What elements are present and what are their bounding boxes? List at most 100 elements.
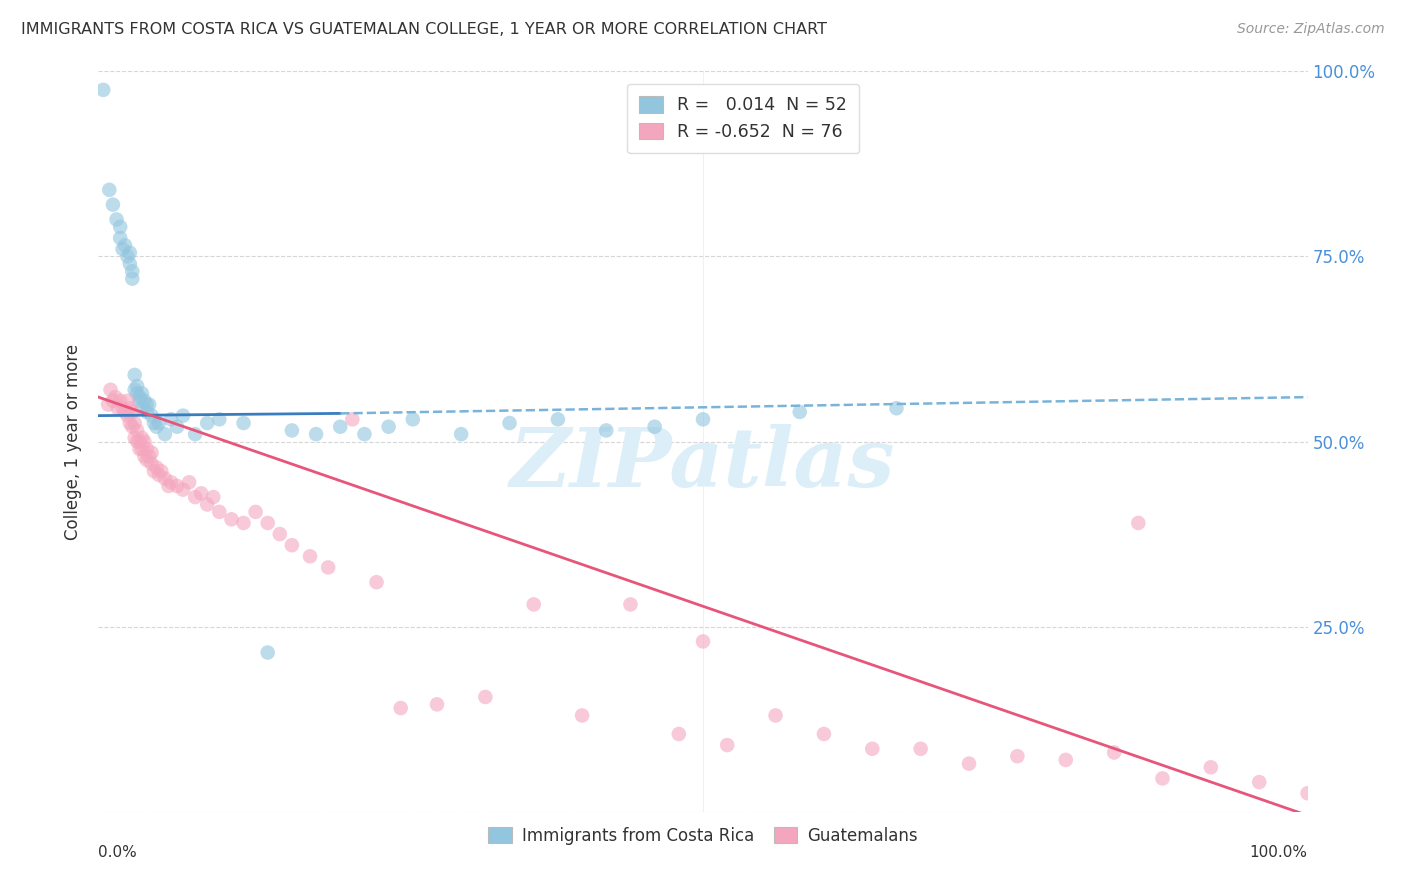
Point bbox=[172, 483, 194, 497]
Point bbox=[141, 445, 163, 459]
Point bbox=[498, 416, 520, 430]
Point bbox=[138, 450, 160, 464]
Point bbox=[148, 467, 170, 482]
Point bbox=[121, 405, 143, 419]
Point bbox=[232, 416, 254, 430]
Point bbox=[1102, 746, 1125, 760]
Point bbox=[127, 386, 149, 401]
Point bbox=[135, 405, 157, 419]
Point bbox=[141, 457, 163, 471]
Point bbox=[131, 401, 153, 416]
Point bbox=[547, 412, 569, 426]
Point bbox=[1152, 772, 1174, 786]
Text: 100.0%: 100.0% bbox=[1250, 845, 1308, 860]
Point bbox=[105, 212, 128, 227]
Text: 0.0%: 0.0% bbox=[98, 845, 138, 860]
Point bbox=[184, 427, 207, 442]
Point bbox=[101, 197, 124, 211]
Point bbox=[104, 390, 127, 404]
Point bbox=[121, 271, 143, 285]
Point bbox=[221, 512, 243, 526]
Point bbox=[316, 560, 339, 574]
Point bbox=[172, 409, 194, 423]
Point bbox=[111, 242, 134, 256]
Point bbox=[100, 383, 122, 397]
Point bbox=[256, 646, 278, 660]
Point bbox=[208, 412, 231, 426]
Text: Source: ZipAtlas.com: Source: ZipAtlas.com bbox=[1237, 22, 1385, 37]
Point bbox=[366, 575, 388, 590]
Point bbox=[886, 401, 908, 416]
Point bbox=[118, 257, 141, 271]
Point bbox=[281, 424, 304, 438]
Point bbox=[128, 390, 150, 404]
Point bbox=[107, 401, 129, 416]
Point bbox=[121, 419, 143, 434]
Point bbox=[202, 490, 225, 504]
Point bbox=[190, 486, 212, 500]
Point bbox=[160, 475, 183, 490]
Point bbox=[1249, 775, 1271, 789]
Point bbox=[128, 442, 150, 456]
Point bbox=[571, 708, 593, 723]
Point bbox=[232, 516, 254, 530]
Point bbox=[108, 219, 131, 234]
Y-axis label: College, 1 year or more: College, 1 year or more bbox=[65, 343, 83, 540]
Point bbox=[281, 538, 304, 552]
Point bbox=[910, 741, 932, 756]
Point bbox=[124, 431, 146, 445]
Point bbox=[131, 442, 153, 456]
Point bbox=[145, 419, 167, 434]
Point bbox=[402, 412, 425, 426]
Point bbox=[117, 393, 139, 408]
Point bbox=[101, 393, 124, 408]
Point bbox=[619, 598, 641, 612]
Point bbox=[1296, 786, 1319, 800]
Point bbox=[97, 398, 120, 412]
Point bbox=[153, 427, 176, 442]
Point bbox=[195, 498, 218, 512]
Text: IMMIGRANTS FROM COSTA RICA VS GUATEMALAN COLLEGE, 1 YEAR OR MORE CORRELATION CHA: IMMIGRANTS FROM COSTA RICA VS GUATEMALAN… bbox=[21, 22, 827, 37]
Point bbox=[128, 393, 150, 408]
Point bbox=[117, 250, 139, 264]
Point bbox=[166, 419, 188, 434]
Point bbox=[377, 419, 399, 434]
Point bbox=[135, 442, 157, 456]
Point bbox=[166, 479, 188, 493]
Point bbox=[141, 409, 163, 423]
Point bbox=[179, 475, 201, 490]
Point bbox=[150, 464, 173, 478]
Point bbox=[143, 464, 166, 478]
Point bbox=[118, 416, 141, 430]
Point bbox=[114, 238, 136, 252]
Point bbox=[124, 383, 146, 397]
Point bbox=[644, 419, 666, 434]
Point bbox=[145, 460, 167, 475]
Point bbox=[305, 427, 328, 442]
Point bbox=[389, 701, 412, 715]
Point bbox=[111, 401, 134, 416]
Point bbox=[131, 431, 153, 445]
Point bbox=[668, 727, 690, 741]
Point bbox=[160, 412, 183, 426]
Point bbox=[134, 450, 156, 464]
Point bbox=[121, 264, 143, 278]
Point bbox=[98, 183, 121, 197]
Point bbox=[450, 427, 472, 442]
Point bbox=[299, 549, 322, 564]
Point bbox=[860, 741, 883, 756]
Point bbox=[1128, 516, 1150, 530]
Point bbox=[157, 479, 180, 493]
Point bbox=[108, 231, 131, 245]
Point bbox=[153, 471, 176, 485]
Point bbox=[131, 386, 153, 401]
Point bbox=[208, 505, 231, 519]
Point bbox=[269, 527, 291, 541]
Point bbox=[118, 245, 141, 260]
Point bbox=[426, 698, 449, 712]
Point bbox=[114, 405, 136, 419]
Point bbox=[692, 412, 714, 426]
Point bbox=[245, 505, 267, 519]
Point bbox=[256, 516, 278, 530]
Point bbox=[148, 416, 170, 430]
